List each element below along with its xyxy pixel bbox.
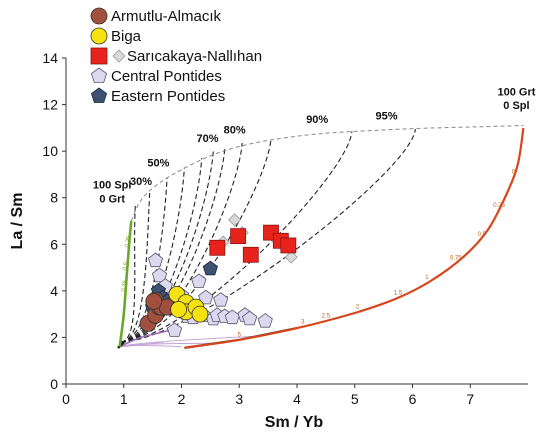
mixing-line-dashed xyxy=(120,128,416,343)
mixing-line-dashed xyxy=(120,151,214,343)
data-point xyxy=(198,289,214,305)
x-tick-label: 1 xyxy=(120,391,128,407)
legend-marker xyxy=(90,87,108,103)
legend-marker xyxy=(90,67,108,83)
data-point xyxy=(191,305,209,323)
lower-mixing-curve xyxy=(119,329,171,348)
legend-label: Central Pontides xyxy=(111,68,222,85)
garnet-melt-fraction-label: 1 xyxy=(425,275,429,281)
data-point xyxy=(191,273,207,289)
legend-marker xyxy=(90,7,108,25)
mixing-percent-label: 95% xyxy=(375,111,397,123)
mixing-line-dashed xyxy=(120,138,272,343)
spinel-melt-fraction-label: 0.5 xyxy=(123,261,130,271)
y-tick-label: 10 xyxy=(42,143,58,159)
model-annotations: 5 3 2.5 2 1.5 1 0.75 0.5 0.25 0 0.75 0.5 0.25 30% 50% 7… xyxy=(93,86,536,338)
mixing-line-dashed xyxy=(120,205,136,343)
x-tick-label: 7 xyxy=(466,391,474,407)
legend-label: Sarıcakaya-Nallıhan xyxy=(127,48,262,65)
data-point xyxy=(166,322,183,337)
mixing-line-dashed xyxy=(120,147,226,343)
y-tick-label: 14 xyxy=(42,50,58,66)
legend-marker xyxy=(90,47,108,65)
data-point xyxy=(202,260,218,276)
garnet-endmember-label: 100 Grt xyxy=(497,86,535,98)
garnet-melt-fraction-label: 0.75 xyxy=(450,255,462,261)
mixing-percent-label: 50% xyxy=(147,157,169,169)
garnet-melting-curve xyxy=(184,127,525,349)
garnet-melt-fraction-label: 3 xyxy=(301,319,305,325)
x-tick-label: 3 xyxy=(235,391,243,407)
mixing-percent-label: 70% xyxy=(196,133,218,145)
mixing-percent-label: 90% xyxy=(306,114,328,126)
model-curves xyxy=(117,125,525,349)
legend-marker xyxy=(90,27,108,45)
y-tick-label: 0 xyxy=(50,376,58,392)
x-tick-label: 5 xyxy=(351,391,359,407)
mixing-line-lower xyxy=(119,335,257,348)
mixing-line-dashed xyxy=(120,131,353,343)
spinel-melting-curve xyxy=(118,220,133,347)
mixing-line-dashed xyxy=(120,167,185,343)
garnet-melt-fraction-label: 0 xyxy=(512,169,516,175)
data-point xyxy=(230,228,246,245)
y-tick-label: 4 xyxy=(50,283,58,299)
y-axis-title: La / Sm xyxy=(9,193,26,250)
legend-label: Armutlu-Almacık xyxy=(111,8,222,25)
garnet-melt-fraction-label: 5 xyxy=(238,332,242,338)
garnet-melt-fraction-label: 0.5 xyxy=(478,232,487,238)
legend-label: Eastern Pontides xyxy=(111,88,225,105)
spinel-melt-fraction-label: 0.75 xyxy=(121,279,129,292)
legend-label: Biga xyxy=(111,28,142,45)
envelope-curve xyxy=(130,125,524,222)
legend-marker xyxy=(112,49,126,63)
garnet-endmember-label: 0 Spl xyxy=(503,100,529,112)
spinel-endmember-label: 0 Grt xyxy=(99,193,125,205)
mixing-percent-label: 80% xyxy=(224,125,246,137)
mixing-line-dashed xyxy=(120,191,151,343)
data-point xyxy=(242,310,258,326)
spinel-melt-fraction-label: 0.25 xyxy=(125,235,133,248)
mixing-percent-label: 30% xyxy=(130,176,152,188)
y-tick-label: 12 xyxy=(42,97,58,113)
spinel-endmember-label: 100 Spl xyxy=(93,179,132,191)
y-tick-label: 2 xyxy=(50,329,58,345)
data-point xyxy=(242,246,259,263)
legend: Armutlu-Almacık Biga Sarıcakaya-Nallıhan Ce… xyxy=(90,7,262,105)
data-point xyxy=(280,237,297,254)
y-tick-label: 6 xyxy=(50,236,58,252)
data-point xyxy=(209,239,226,256)
x-tick-label: 4 xyxy=(293,391,301,407)
x-tick-label: 2 xyxy=(178,391,186,407)
garnet-melt-fraction-label: 0.25 xyxy=(493,203,505,209)
y-tick-label: 8 xyxy=(50,190,58,206)
data-point xyxy=(145,292,163,310)
garnet-melt-fraction-label: 1.5 xyxy=(394,290,403,296)
x-tick-label: 0 xyxy=(62,391,70,407)
data-point xyxy=(257,313,273,328)
data-point xyxy=(151,267,168,283)
data-point xyxy=(284,250,298,264)
data-point xyxy=(170,301,188,318)
mixing-line-dashed xyxy=(120,158,203,343)
data-points xyxy=(139,213,298,337)
x-axis-title: Sm / Yb xyxy=(265,414,324,431)
x-tick-label: 6 xyxy=(409,391,417,407)
garnet-melt-fraction-label: 2.5 xyxy=(322,314,331,320)
black-base-segment xyxy=(117,341,125,349)
data-point xyxy=(213,292,229,307)
data-point xyxy=(228,213,242,227)
data-point xyxy=(147,252,164,268)
garnet-melt-fraction-label: 2 xyxy=(356,304,360,310)
